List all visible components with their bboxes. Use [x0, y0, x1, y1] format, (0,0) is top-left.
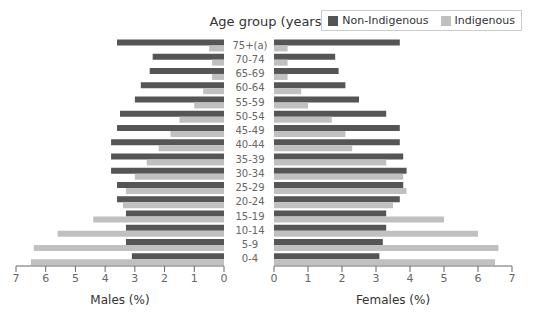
- svg-text:45-49: 45-49: [235, 125, 264, 136]
- svg-text:4: 4: [407, 272, 414, 285]
- svg-text:60-64: 60-64: [235, 82, 264, 93]
- svg-text:0: 0: [221, 272, 228, 285]
- html-text:Indigenous: Indigenous: [454, 14, 515, 27]
- svg-text:30-34: 30-34: [235, 168, 264, 179]
- svg-text:2: 2: [339, 272, 346, 285]
- svg-text:1: 1: [305, 272, 312, 285]
- svg-text:Females (%): Females (%): [356, 293, 430, 306]
- svg-text:55-59: 55-59: [235, 97, 264, 108]
- svg-text:5: 5: [72, 272, 79, 285]
- svg-text:3: 3: [373, 272, 380, 285]
- svg-text:65-69: 65-69: [235, 68, 264, 79]
- html-text:Age group (years): Age group (years): [209, 14, 327, 29]
- svg-text:1: 1: [191, 272, 198, 285]
- svg-text:2: 2: [161, 272, 168, 285]
- svg-text:50-54: 50-54: [235, 111, 264, 122]
- svg-text:35-39: 35-39: [235, 154, 264, 165]
- svg-text:7: 7: [13, 272, 20, 285]
- svg-text:20-24: 20-24: [235, 196, 264, 207]
- svg-text:0: 0: [271, 272, 278, 285]
- svg-text:70-74: 70-74: [235, 54, 264, 65]
- html-text:Non-Indigenous: Non-Indigenous: [342, 14, 429, 27]
- svg-text:25-29: 25-29: [235, 182, 264, 193]
- svg-text:3: 3: [131, 272, 138, 285]
- svg-text:5-9: 5-9: [242, 239, 258, 250]
- svg-text:0-4: 0-4: [242, 253, 258, 264]
- svg-text:7: 7: [509, 272, 516, 285]
- svg-text:15-19: 15-19: [235, 211, 264, 222]
- svg-text:75+(a): 75+(a): [232, 40, 267, 51]
- svg-text:6: 6: [475, 272, 482, 285]
- svg-text:40-44: 40-44: [235, 139, 264, 150]
- svg-text:Males (%): Males (%): [90, 293, 149, 306]
- svg-text:6: 6: [42, 272, 49, 285]
- svg-text:4: 4: [102, 272, 109, 285]
- svg-text:5: 5: [441, 272, 448, 285]
- svg-text:10-14: 10-14: [235, 225, 264, 236]
